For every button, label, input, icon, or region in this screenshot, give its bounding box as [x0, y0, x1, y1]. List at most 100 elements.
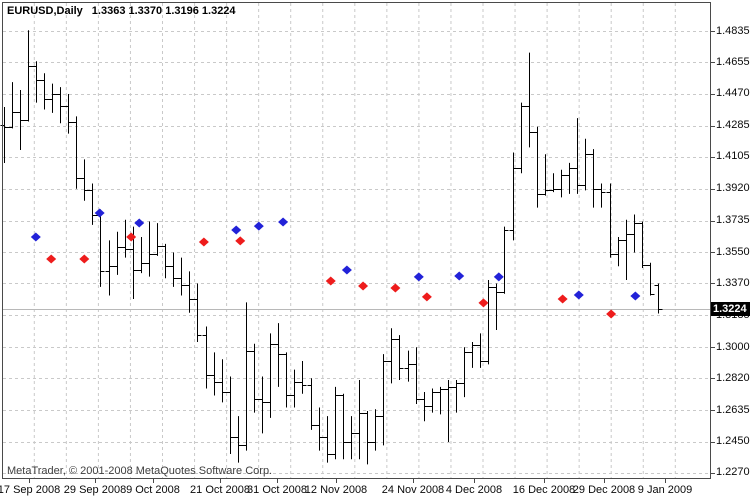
ohlc-bar: [153, 223, 162, 256]
price-axis-label: 1.3370: [716, 276, 750, 289]
ohlc-bar: [517, 102, 526, 174]
red-diamond-marker: [325, 276, 336, 286]
date-axis-label: 29 Dec 2008: [572, 484, 636, 496]
ohlc-bar: [363, 410, 372, 465]
date-axis-label: 4 Dec 2008: [445, 484, 503, 496]
blue-diamond-marker: [413, 272, 424, 282]
blue-diamond-marker: [231, 225, 242, 235]
ohlc-bar: [307, 378, 316, 430]
red-diamond-marker: [46, 254, 57, 264]
ohlc-bar: [80, 159, 89, 201]
ohlc-bar: [460, 347, 469, 398]
ohlc-bar: [484, 280, 493, 365]
ohlc-bar: [315, 407, 324, 451]
price-axis-label: 1.3550: [716, 245, 750, 258]
ohlc-bar: [258, 376, 267, 434]
ohlc-bar: [646, 262, 655, 296]
price-axis-label: 1.3735: [716, 214, 750, 227]
ohlc-bar: [606, 183, 615, 258]
price-axis[interactable]: 1.4835 1.4655 1.4470 1.4285 1.4105 1.3920 1.37…: [711, 0, 750, 482]
ohlc-bar: [242, 302, 251, 451]
price-axis-label: 1.4285: [716, 119, 750, 132]
ohlc-bar: [509, 152, 518, 241]
ohlc-bar: [622, 219, 631, 281]
ohlc-bar: [210, 352, 219, 396]
ohlc-bar: [169, 252, 178, 287]
ohlc-bar: [614, 236, 623, 267]
ohlc-bar: [404, 350, 413, 382]
ohlc-bar: [379, 354, 388, 446]
blue-diamond-marker: [630, 291, 641, 301]
ohlc-bar: [533, 126, 542, 208]
ohlc-bar: [541, 154, 550, 196]
ohlc-bar: [121, 219, 130, 258]
ohlc-bar: [88, 183, 97, 225]
time-axis[interactable]: 17 Sep 2008 29 Sep 2008 9 Oct 2008 21 Oct 2…: [0, 482, 750, 500]
ohlc-bar: [420, 392, 429, 422]
price-axis-label: 1.2450: [716, 435, 750, 448]
ohlc-bar: [274, 323, 283, 387]
blue-diamond-marker: [454, 271, 465, 281]
ohlc-bar: [32, 61, 41, 103]
ohlc-bar: [468, 342, 477, 368]
ohlc-bar: [371, 409, 380, 451]
ohlc-bar: [290, 369, 299, 408]
ohlc-bar: [525, 52, 534, 148]
blue-diamond-marker: [253, 221, 264, 231]
ohlc-bar: [565, 162, 574, 194]
red-diamond-marker: [421, 292, 432, 302]
ohlc-bar: [654, 283, 663, 314]
ohlc-bar: [492, 283, 501, 330]
date-axis-label: 12 Nov 2008: [304, 484, 368, 496]
ohlc-bar: [331, 386, 340, 460]
blue-diamond-marker: [94, 208, 105, 218]
date-axis-label: 16 Dec 2008: [512, 484, 576, 496]
ohlc-bar: [8, 82, 17, 129]
price-axis-label: 1.4655: [716, 55, 750, 68]
date-axis-label: 9 Jan 2009: [637, 484, 693, 496]
date-axis-label: 17 Sep 2008: [0, 484, 61, 496]
ohlc-bar: [452, 379, 461, 413]
ohlc-bar: [597, 183, 606, 208]
price-axis-label: 1.2820: [716, 371, 750, 384]
ohlc-bar: [234, 416, 243, 463]
date-axis-label: 31 Oct 2008: [247, 484, 307, 496]
red-diamond-marker: [390, 283, 401, 293]
ohlc-bar: [387, 328, 396, 384]
ohlc-bar: [549, 173, 558, 193]
price-axis-label: 1.2635: [716, 403, 750, 416]
price-axis-label: 1.4835: [716, 24, 750, 37]
blue-diamond-marker: [341, 265, 352, 275]
ohlc-bar: [412, 347, 421, 405]
ohlc-bar: [24, 30, 33, 122]
price-axis-label: 1.4105: [716, 150, 750, 163]
price-axis-label: 1.3920: [716, 182, 750, 195]
ohlc-bar: [0, 107, 9, 164]
ohlc-bar: [355, 379, 364, 460]
red-diamond-marker: [126, 232, 137, 242]
price-axis-label: 1.4470: [716, 87, 750, 100]
ohlc-bar: [218, 359, 227, 403]
ohlc-bar: [202, 326, 211, 389]
ohlc-bar: [298, 360, 307, 394]
price-axis-label: 1.2270: [716, 466, 750, 479]
date-axis-label: 29 Sep 2008: [63, 484, 127, 496]
ohlc-bar: [638, 221, 647, 268]
ohlc-bar: [105, 240, 114, 296]
ohlc-bar: [72, 116, 81, 189]
current-price-box: 1.3224: [711, 302, 750, 316]
blue-diamond-marker: [30, 232, 41, 242]
ohlc-bar: [113, 231, 122, 275]
ohlc-bar: [444, 379, 453, 442]
ohlc-bar: [339, 393, 348, 460]
red-diamond-marker: [358, 281, 369, 291]
chart-symbol-period: EURUSD,Daily: [7, 5, 83, 17]
ohlc-bar: [428, 388, 437, 413]
red-diamond-marker: [478, 298, 489, 308]
red-diamond-marker: [79, 254, 90, 264]
ohlc-bar: [145, 221, 154, 277]
ohlc-bar: [573, 118, 582, 194]
chart-ohlc-readout: 1.3363 1.3370 1.3196 1.3224: [91, 5, 236, 17]
ohlc-bar: [436, 386, 445, 415]
